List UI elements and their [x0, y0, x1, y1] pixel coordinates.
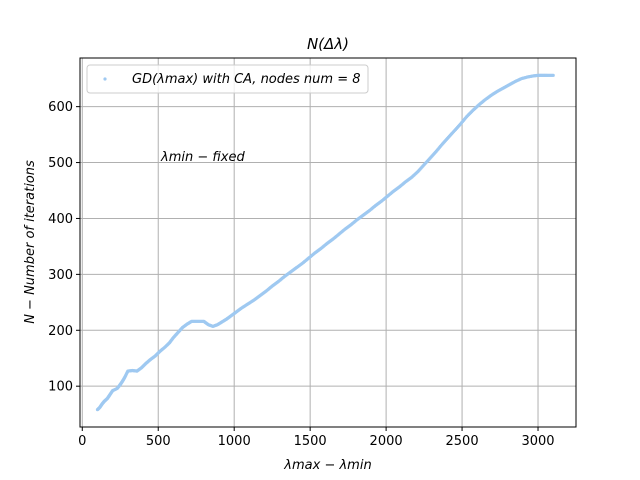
- y-tick-label: 300: [48, 268, 73, 283]
- x-tick-label: 1500: [294, 434, 327, 449]
- annotation-lambda-min-fixed: λmin − fixed: [160, 150, 245, 165]
- legend: GD(λmax) with CA, nodes num = 8: [86, 64, 369, 94]
- x-axis-ticks: 0 500 1000 1500 2000 2500 3000: [78, 427, 555, 449]
- plot-frame: [79, 57, 577, 428]
- x-tick-label: 2500: [446, 434, 479, 449]
- legend-box: [86, 64, 369, 94]
- y-tick-label: 200: [48, 324, 73, 339]
- chart-title: N(Δλ): [307, 35, 349, 53]
- data-point: [551, 73, 555, 77]
- y-tick-label: 100: [48, 380, 73, 395]
- y-axis-label: N − Number of iterations: [23, 160, 38, 324]
- x-tick-label: 3000: [521, 434, 554, 449]
- y-axis-ticks: 100 200 300 400 500 600: [48, 100, 80, 395]
- legend-label: GD(λmax) with CA, nodes num = 8: [132, 72, 360, 87]
- x-tick-label: 1000: [218, 434, 251, 449]
- x-tick-label: 2000: [370, 434, 403, 449]
- y-tick-label: 600: [48, 100, 73, 115]
- x-axis-label: λmax − λmin: [283, 458, 371, 473]
- y-tick-label: 400: [48, 212, 73, 227]
- x-tick-label: 500: [146, 434, 171, 449]
- data-points: [95, 73, 555, 412]
- x-tick-label: 0: [78, 434, 86, 449]
- legend-marker: [103, 77, 107, 81]
- grid-lines: [80, 58, 576, 427]
- y-tick-label: 500: [48, 156, 73, 171]
